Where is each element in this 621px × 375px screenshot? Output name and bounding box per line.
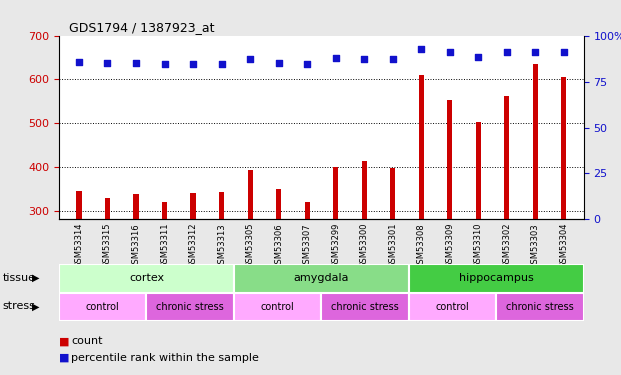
Bar — [191, 193, 196, 219]
Point — [473, 54, 483, 60]
Text: control: control — [86, 302, 120, 312]
Bar — [219, 192, 224, 219]
Bar — [447, 100, 452, 219]
Point — [188, 61, 198, 67]
Text: chronic stress: chronic stress — [156, 302, 224, 312]
Text: GSM53301: GSM53301 — [388, 223, 397, 268]
Text: GSM53307: GSM53307 — [302, 223, 312, 268]
Text: cortex: cortex — [129, 273, 164, 284]
Bar — [361, 161, 367, 219]
Point — [217, 61, 227, 67]
Text: control: control — [436, 302, 469, 312]
Text: GSM53311: GSM53311 — [160, 223, 169, 268]
Bar — [59, 292, 147, 321]
Bar — [333, 167, 338, 219]
Text: GSM53312: GSM53312 — [189, 223, 197, 268]
Point — [160, 62, 170, 68]
Text: chronic stress: chronic stress — [506, 302, 574, 312]
Bar — [419, 75, 424, 219]
Bar — [504, 96, 509, 219]
Text: GSM53314: GSM53314 — [75, 223, 83, 268]
Point — [74, 59, 84, 65]
Text: hippocampus: hippocampus — [459, 273, 533, 284]
Text: GSM53308: GSM53308 — [417, 223, 425, 268]
Bar — [409, 292, 496, 321]
Point — [131, 60, 141, 66]
Point — [330, 56, 340, 62]
Text: tissue: tissue — [2, 273, 35, 283]
Text: GSM53299: GSM53299 — [331, 223, 340, 268]
Point — [302, 62, 312, 68]
Text: stress: stress — [2, 302, 35, 311]
Point — [445, 49, 455, 55]
Bar — [105, 198, 110, 219]
Bar — [76, 191, 81, 219]
Text: GSM53313: GSM53313 — [217, 223, 226, 268]
Bar — [234, 292, 322, 321]
Bar — [147, 292, 234, 321]
Bar — [322, 292, 409, 321]
Text: GSM53316: GSM53316 — [132, 223, 140, 268]
Point — [416, 46, 426, 52]
Text: chronic stress: chronic stress — [331, 302, 399, 312]
Text: GSM53310: GSM53310 — [474, 223, 483, 268]
Text: amygdala: amygdala — [294, 273, 349, 284]
Text: GSM53315: GSM53315 — [103, 223, 112, 268]
Text: GSM53305: GSM53305 — [245, 223, 255, 268]
Point — [274, 60, 284, 66]
Bar — [234, 264, 409, 292]
Bar — [496, 292, 584, 321]
Text: percentile rank within the sample: percentile rank within the sample — [71, 353, 260, 363]
Text: GSM53302: GSM53302 — [502, 223, 511, 268]
Bar — [533, 64, 538, 219]
Text: GSM53309: GSM53309 — [445, 223, 454, 268]
Point — [388, 56, 397, 62]
Bar — [409, 264, 584, 292]
Text: control: control — [261, 302, 294, 312]
Text: GSM53304: GSM53304 — [560, 223, 568, 268]
Bar — [476, 122, 481, 219]
Text: GSM53306: GSM53306 — [274, 223, 283, 268]
Text: count: count — [71, 336, 103, 346]
Text: ■: ■ — [59, 336, 70, 346]
Bar — [134, 194, 138, 219]
Text: GSM53303: GSM53303 — [531, 223, 540, 268]
Bar — [304, 202, 310, 219]
Text: GSM53300: GSM53300 — [360, 223, 369, 268]
Bar — [390, 168, 395, 219]
Text: ▶: ▶ — [32, 273, 40, 283]
Bar — [59, 264, 234, 292]
Point — [530, 49, 540, 55]
Bar — [162, 202, 167, 219]
Point — [102, 60, 112, 66]
Text: ■: ■ — [59, 353, 70, 363]
Point — [502, 49, 512, 55]
Text: GDS1794 / 1387923_at: GDS1794 / 1387923_at — [70, 21, 215, 34]
Bar — [248, 170, 253, 219]
Text: ▶: ▶ — [32, 302, 40, 311]
Bar — [561, 77, 566, 219]
Point — [359, 56, 369, 62]
Point — [559, 49, 569, 55]
Point — [245, 56, 255, 62]
Bar — [276, 189, 281, 219]
